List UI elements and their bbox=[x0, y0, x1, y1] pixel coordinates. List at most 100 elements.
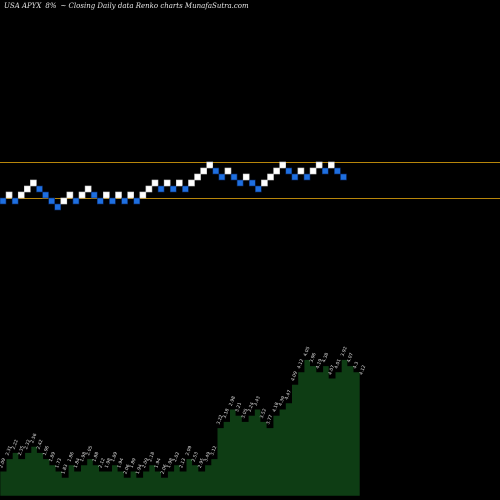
volume-label: 1.88 bbox=[91, 451, 100, 463]
renko-brick-down bbox=[236, 179, 244, 187]
renko-brick-up bbox=[200, 167, 207, 175]
renko-brick-up bbox=[328, 161, 335, 169]
renko-brick-up bbox=[5, 191, 13, 199]
renko-brick-up bbox=[163, 179, 171, 187]
volume-label: 4.19 bbox=[315, 358, 324, 370]
volume-label: 4.38 bbox=[321, 352, 330, 364]
volume-label: 1.89 bbox=[129, 457, 138, 469]
volume-label: 3.18 bbox=[222, 408, 231, 420]
renko-brick-up bbox=[273, 167, 280, 175]
volume-label: 1.84 bbox=[73, 457, 82, 469]
volume-area bbox=[0, 359, 361, 497]
header-tail: ~ Closing Daily data Renko charts Munafa… bbox=[60, 2, 249, 10]
volume-label: 4.3 bbox=[352, 361, 360, 370]
renko-brick-up bbox=[103, 191, 110, 199]
volume-label: 1.73 bbox=[54, 457, 63, 469]
volume-label: 2.56 bbox=[29, 432, 38, 444]
renko-brick-down bbox=[230, 173, 238, 181]
renko-brick-up bbox=[139, 191, 147, 199]
renko-brick-down bbox=[218, 173, 226, 181]
renko-brick-up bbox=[194, 173, 201, 181]
volume-label: 1.94 bbox=[116, 457, 125, 469]
renko-brick-down bbox=[96, 197, 104, 205]
volume-label: 1.96 bbox=[42, 445, 51, 457]
renko-brick-down bbox=[340, 173, 347, 181]
renko-brick-down bbox=[157, 185, 165, 193]
renko-brick-up bbox=[66, 191, 74, 199]
ticker-label: USA APYX bbox=[4, 2, 42, 10]
volume-label: 4.09 bbox=[290, 370, 299, 382]
volume-label: 2.95 bbox=[197, 457, 206, 469]
volume-label: 2.22 bbox=[11, 439, 20, 451]
volume-label: 2.06 bbox=[122, 463, 131, 475]
volume-label: 2.13 bbox=[178, 457, 187, 469]
volume-label: 2.18 bbox=[147, 451, 156, 463]
volume-label: 3.96 bbox=[309, 352, 318, 364]
volume-label: 1.94 bbox=[153, 457, 162, 469]
volume-label: 2.35 bbox=[17, 445, 26, 457]
renko-brick-down bbox=[182, 185, 189, 193]
volume-label: 4.12 bbox=[296, 358, 305, 370]
volume-label: 1.89 bbox=[48, 451, 57, 463]
volume-label: 2.09 bbox=[0, 457, 7, 469]
change-label: 8% bbox=[45, 2, 57, 10]
renko-brick-up bbox=[261, 179, 268, 187]
volume-label: 1.83 bbox=[60, 463, 69, 475]
volume-label: 3.52 bbox=[259, 408, 268, 420]
volume-label: 3.24 bbox=[247, 401, 256, 413]
renko-brick-up bbox=[267, 173, 274, 181]
renko-brick-up bbox=[309, 167, 317, 175]
chart-header: USA APYX 8% ~ Closing Daily data Renko cha… bbox=[4, 2, 253, 10]
renko-brick-up bbox=[60, 197, 68, 205]
renko-brick-down bbox=[11, 197, 19, 205]
renko-brick-up bbox=[188, 179, 195, 187]
renko-brick-up bbox=[279, 161, 286, 169]
volume-label: 4.05 bbox=[302, 346, 311, 358]
volume-label: 4.07 bbox=[327, 364, 336, 376]
renko-brick-up bbox=[84, 185, 92, 193]
renko-brick-down bbox=[109, 197, 116, 205]
volume-label: 2.06 bbox=[160, 463, 169, 475]
renko-brick-down bbox=[255, 185, 262, 193]
volume-label: 2.09 bbox=[141, 457, 150, 469]
volume-label: 2.02 bbox=[172, 451, 181, 463]
renko-brick-down bbox=[248, 179, 256, 187]
renko-brick-up bbox=[24, 185, 31, 193]
renko-brick-down bbox=[212, 167, 220, 175]
renko-brick-down bbox=[54, 203, 62, 211]
volume-label: 4.12 bbox=[358, 364, 367, 376]
volume-label: 3.05 bbox=[240, 408, 249, 420]
volume-label: 4.47 bbox=[284, 389, 293, 401]
volume-label: 2.42 bbox=[35, 439, 44, 451]
renko-brick-down bbox=[0, 197, 7, 205]
renko-brick-down bbox=[90, 191, 98, 199]
volume-label: 2.32 bbox=[23, 439, 32, 451]
volume-label: 3.92 bbox=[340, 346, 349, 358]
volume-label: 3.43 bbox=[253, 395, 262, 407]
volume-label: 3.22 bbox=[215, 414, 224, 426]
renko-brick-up bbox=[115, 191, 122, 199]
renko-brick-down bbox=[72, 197, 80, 205]
renko-brick-up bbox=[151, 179, 159, 187]
renko-brick-down bbox=[321, 167, 329, 175]
renko-brick-down bbox=[291, 173, 299, 181]
renko-brick-up bbox=[297, 167, 305, 175]
renko-brick-up bbox=[242, 173, 250, 181]
volume-label: 4.01 bbox=[333, 358, 342, 370]
volume-label: 1.98 bbox=[104, 457, 113, 469]
volume-label: 4.39 bbox=[278, 395, 287, 407]
renko-brick-up bbox=[127, 191, 134, 199]
volume-label: 4.18 bbox=[271, 401, 280, 413]
renko-brick-down bbox=[285, 167, 293, 175]
volume-label: 2.98 bbox=[228, 395, 237, 407]
volume-label: 1.89 bbox=[110, 451, 119, 463]
volume-label: 2.09 bbox=[184, 445, 193, 457]
volume-label: 1.98 bbox=[166, 457, 175, 469]
renko-brick-up bbox=[206, 161, 214, 169]
renko-brick-up bbox=[17, 191, 25, 199]
renko-brick-down bbox=[303, 173, 311, 181]
volume-label: 2.31 bbox=[4, 445, 13, 457]
volume-label: 3.12 bbox=[209, 445, 218, 457]
renko-brick-down bbox=[48, 197, 55, 205]
